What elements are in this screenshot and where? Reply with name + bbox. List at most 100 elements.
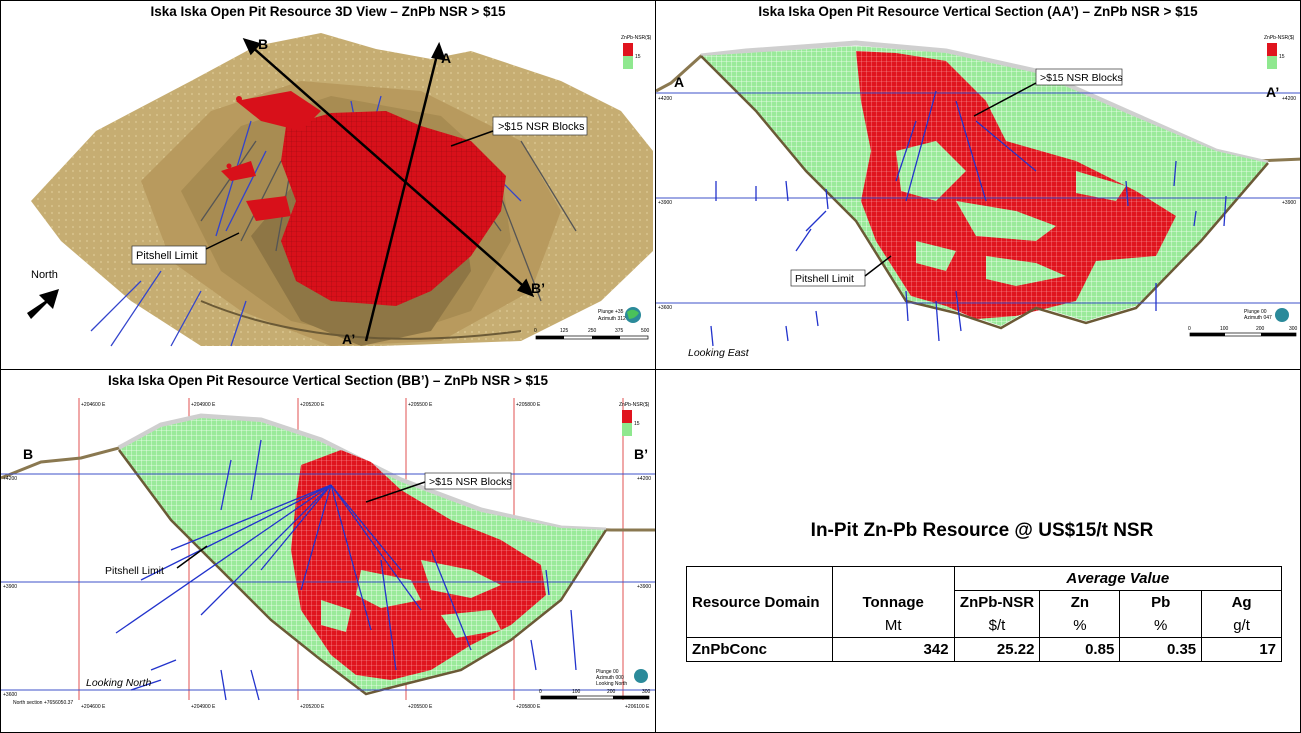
elev-label: +4200 <box>1282 96 1296 102</box>
scale-tick: 0 <box>539 689 542 695</box>
scale-tick: 250 <box>588 328 597 334</box>
panel-3d-view: Iska Iska Open Pit Resource 3D View – Zn… <box>0 0 656 370</box>
row-nsr: 25.22 <box>954 637 1041 662</box>
legend-title: ZnPb-NSR($) <box>1264 35 1295 41</box>
section-note: North section +7656050.37 <box>13 700 73 706</box>
looking-label: Looking North <box>86 677 152 689</box>
resource-table: Average Value Resource Domain Tonnage Zn… <box>686 566 1283 662</box>
scale-bar: 0 125 250 375 500 <box>534 328 650 340</box>
row-tonnage: 342 <box>832 637 955 662</box>
pitshell-callout: Pitshell Limit <box>105 565 164 577</box>
azimuth-info: Azimuth 000 <box>596 675 624 681</box>
pitshell-callout: Pitshell Limit <box>795 273 854 285</box>
plunge-info: Plunge +35 <box>598 309 624 315</box>
drillholes <box>710 90 1227 347</box>
section-label-left: A <box>674 74 684 90</box>
section-label-right: B’ <box>634 446 648 462</box>
scale-tick: 500 <box>641 328 650 334</box>
scale-bar: 0 100 200 300 <box>539 689 651 700</box>
north-arrow-icon <box>27 289 59 319</box>
legend: ZnPb-NSR($) 15 <box>1264 35 1295 69</box>
looking-info: Looking North <box>596 681 627 687</box>
unit-spacer <box>686 614 833 638</box>
scale-tick: 100 <box>572 689 581 695</box>
easting-label: +204900 E <box>191 402 216 408</box>
elev-label: +3900 <box>658 200 672 206</box>
legend-value: 15 <box>634 421 640 427</box>
header-ag: Ag <box>1201 590 1282 614</box>
easting-label: +205800 E <box>516 402 541 408</box>
elev-label: +4200 <box>3 476 17 482</box>
easting-label: +205200 E <box>300 402 325 408</box>
blocks-callout: >$15 NSR Blocks <box>429 476 512 488</box>
easting-label: +204900 E <box>191 704 216 710</box>
easting-label: +205500 E <box>408 402 433 408</box>
row-zn: 0.85 <box>1039 637 1121 662</box>
header-zn: Zn <box>1039 590 1121 614</box>
section-label-b: B <box>258 36 268 52</box>
plunge-info: Plunge 00 <box>1244 309 1267 315</box>
scale-tick: 375 <box>615 328 624 334</box>
legend-title: ZnPb-NSR($) <box>621 35 652 41</box>
pitshell-callout: Pitshell Limit <box>136 250 198 262</box>
pitshell-line <box>117 449 608 696</box>
section-bb-figure: +204600 E +204900 E +205200 E +205500 E … <box>1 398 655 710</box>
drillholes <box>115 439 577 701</box>
row-domain: ZnPbConc <box>686 637 833 662</box>
easting-label: +205800 E <box>516 704 541 710</box>
scale-tick: 0 <box>1188 326 1191 332</box>
easting-label: +205500 E <box>408 704 433 710</box>
unit-nsr: $/t <box>954 614 1041 638</box>
scale-tick: 200 <box>1256 326 1265 332</box>
blocks-callout: >$15 NSR Blocks <box>1040 72 1123 84</box>
globe-icon <box>634 669 648 683</box>
header-spacer <box>832 566 955 591</box>
header-tonnage: Tonnage <box>832 590 955 614</box>
average-value-header: Average Value <box>954 566 1283 591</box>
blocks-callout: >$15 NSR Blocks <box>498 121 585 133</box>
header-pb: Pb <box>1119 590 1203 614</box>
scale-tick: 300 <box>642 689 651 695</box>
elev-label: +3600 <box>658 305 672 311</box>
elev-label: +3900 <box>3 584 17 590</box>
view3d-figure: B A B’ A’ >$15 NSR Blocks Pitshell Limit… <box>27 33 653 347</box>
panel-section-bb: Iska Iska Open Pit Resource Vertical Sec… <box>0 369 656 733</box>
elev-label: +4200 <box>637 476 651 482</box>
section-label-b-prime: B’ <box>531 280 545 296</box>
section-label-a: A <box>441 50 451 66</box>
elevation-lines <box>656 92 1300 304</box>
scale-bar: 0 100 200 300 <box>1188 326 1298 337</box>
unit-pb: % <box>1119 614 1203 638</box>
table-title: In-Pit Zn-Pb Resource @ US$15/t NSR <box>810 520 1154 541</box>
easting-label: +206100 E <box>625 704 650 710</box>
resource-table-block: In-Pit Zn-Pb Resource @ US$15/t NSR Aver… <box>686 520 1286 662</box>
unit-zn: % <box>1039 614 1121 638</box>
panel-title: Iska Iska Open Pit Resource Vertical Sec… <box>107 373 549 388</box>
pitshell-line <box>700 55 1269 330</box>
elev-label: +3900 <box>637 584 651 590</box>
scale-tick: 100 <box>1220 326 1229 332</box>
panel-resource-table: In-Pit Zn-Pb Resource @ US$15/t NSR Aver… <box>655 369 1301 733</box>
high-grade-blocks-3d <box>221 91 506 306</box>
panel-section-aa: Iska Iska Open Pit Resource Vertical Sec… <box>655 0 1301 370</box>
globe-icon <box>1275 308 1289 322</box>
unit-ag: g/t <box>1201 614 1282 638</box>
row-ag: 17 <box>1201 637 1282 662</box>
section-label-a-prime: A’ <box>342 331 355 347</box>
header-domain: Resource Domain <box>686 590 833 614</box>
easting-label: +204600 E <box>81 402 106 408</box>
panel-title: Iska Iska Open Pit Resource 3D View – Zn… <box>150 4 506 19</box>
easting-label: +204600 E <box>81 704 106 710</box>
section-lines <box>242 38 535 342</box>
legend: ZnPb-NSR($) 15 <box>621 35 652 69</box>
legend-value: 15 <box>1279 54 1285 60</box>
legend: ZnPb-NSR($) 15 <box>619 402 650 436</box>
panel-title: Iska Iska Open Pit Resource Vertical Sec… <box>758 4 1198 19</box>
easting-label: +205200 E <box>300 704 325 710</box>
section-aa-figure: +4200 +3900 +3600 +4200 +3900 <box>656 35 1300 359</box>
elev-label: +3900 <box>1282 200 1296 206</box>
elev-label: +4200 <box>658 96 672 102</box>
row-pb: 0.35 <box>1119 637 1203 662</box>
section-label-right: A’ <box>1266 84 1279 100</box>
scale-tick: 125 <box>560 328 569 334</box>
